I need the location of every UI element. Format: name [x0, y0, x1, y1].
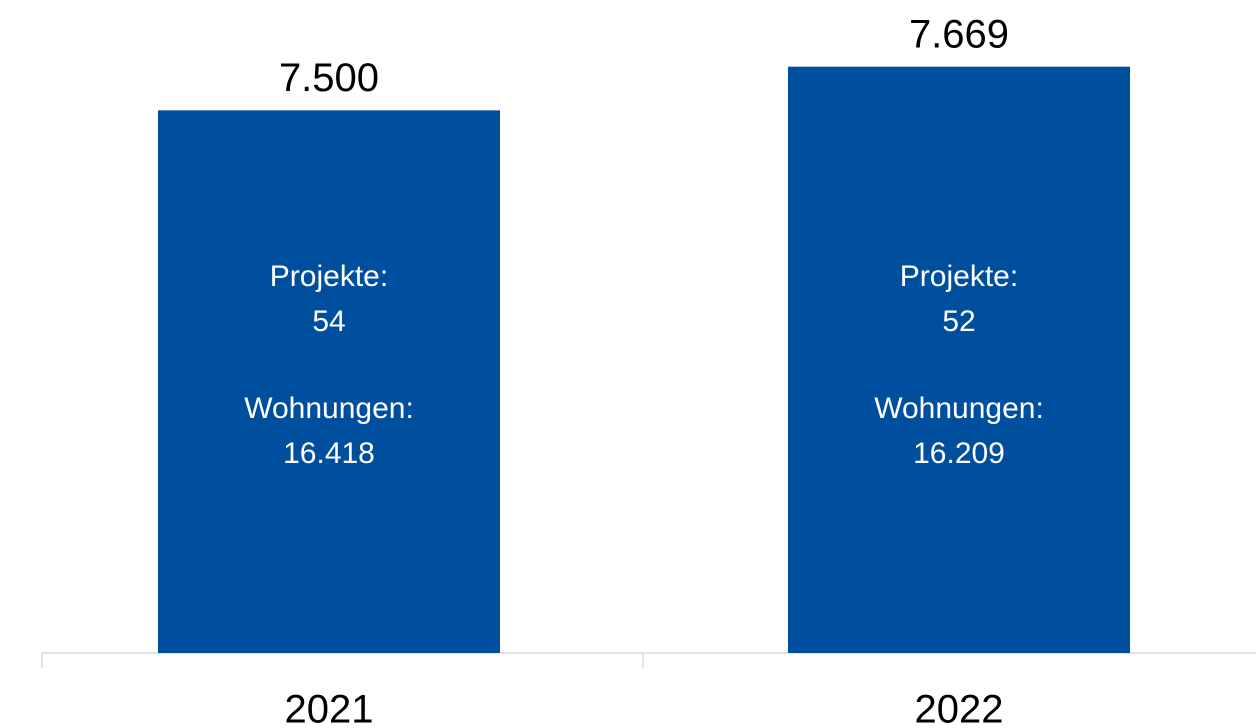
bar	[788, 66, 1130, 653]
bar-annotation: 16.209	[913, 437, 1005, 470]
bar-annotation: 16.418	[283, 437, 375, 470]
bar	[158, 110, 500, 654]
bar-annotation: 54	[312, 305, 345, 338]
bar-annotation: 52	[942, 305, 975, 338]
bar-annotation: Projekte:	[900, 260, 1018, 293]
x-tick-label: 2022	[915, 688, 1004, 728]
bar-annotation: Wohnungen:	[874, 392, 1044, 425]
x-tick-label: 2021	[285, 688, 374, 728]
bar-annotation: Projekte:	[270, 260, 388, 293]
data-label: 7.500	[279, 56, 379, 100]
data-label: 7.669	[909, 12, 1009, 56]
bar-annotation: Wohnungen:	[244, 392, 414, 425]
